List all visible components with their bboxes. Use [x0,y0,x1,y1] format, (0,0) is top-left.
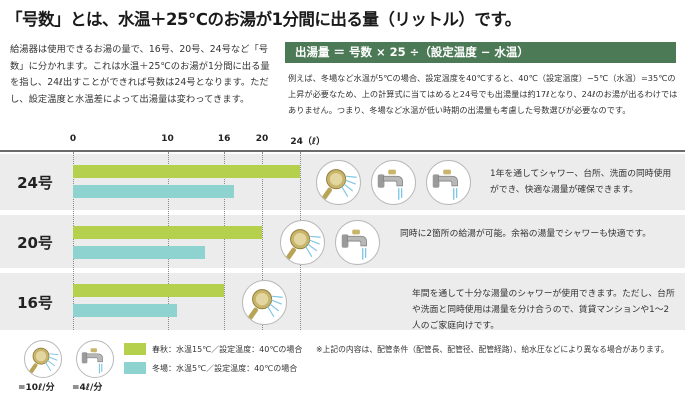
example-text: 例えば、冬場など水温が5℃の場合、設定温度を40℃すると、40℃（設定温度）−5… [288,73,678,115]
shower-icon [242,279,287,325]
shower-icon [24,340,62,378]
x-tick-label: 10 [161,134,174,144]
x-tick-label: 0 [69,134,77,144]
row-label: 20号 [17,233,53,252]
formula-banner: 出湯量 ＝ 号数 × 25 ÷（設定温度 − 水温） [285,42,676,63]
x-axis-line [0,150,685,152]
bar [73,165,300,178]
gridline [224,152,226,330]
bar [73,185,234,198]
row-label: 24号 [17,174,53,192]
legend-swatch-spring [124,343,146,355]
footnote: ※上記の内容は、配管条件（配管長、配管径、配管経路）、給水圧などにより異なる場合… [316,345,669,354]
row-description: 年間を通して十分な湯量のシャワーが使用できます。ただし、台所や洗面と同時使用は湯… [412,288,675,331]
row-label: 16号 [17,293,53,312]
legend-label-winter: 冬場：水温5℃／設定温度：40℃の場合 [152,364,298,373]
x-tick-label: 16 [217,134,231,144]
faucet-icon [371,160,416,205]
faucet-icon [335,219,380,265]
row-description: 同時に2箇所の給湯が可能。余裕の湯量でシャワーも快適です。 [400,228,652,239]
shower-icon [316,160,361,205]
gridline [167,152,169,330]
bar [73,304,177,317]
faucet-icon [426,160,471,205]
gridline [73,152,74,330]
bar [73,284,225,297]
faucet-icon [76,340,114,378]
shower-flow-label: =10ℓ/分 [18,383,55,393]
bar [73,226,262,239]
x-tick-label: 20 [255,134,269,144]
intro-text: 給湯器は使用できるお湯の量で、16号、20号、24号など「号数」に分かれます。こ… [10,44,270,105]
legend-label-spring: 春秋：水温15℃／設定温度：40℃の場合 [152,345,303,354]
gridline [262,152,263,330]
legend-swatch-winter [124,362,146,374]
faucet-flow-label: =4ℓ/分 [72,383,103,393]
legend-area [0,330,685,400]
page-title: 「号数」とは、水温＋25℃のお湯が1分間に出る量（リットル）です。 [6,10,521,29]
x-axis-ticks: 0 10 16 20 24（ℓ） [0,134,685,148]
x-tick-label: 24（ℓ） [290,137,326,147]
row-band [0,273,685,330]
bar [73,246,206,259]
shower-icon [280,219,325,265]
row-description: 1年を通してシャワー、台所、洗面の同時使用ができ、快適な湯量が確保できます。 [490,169,672,195]
